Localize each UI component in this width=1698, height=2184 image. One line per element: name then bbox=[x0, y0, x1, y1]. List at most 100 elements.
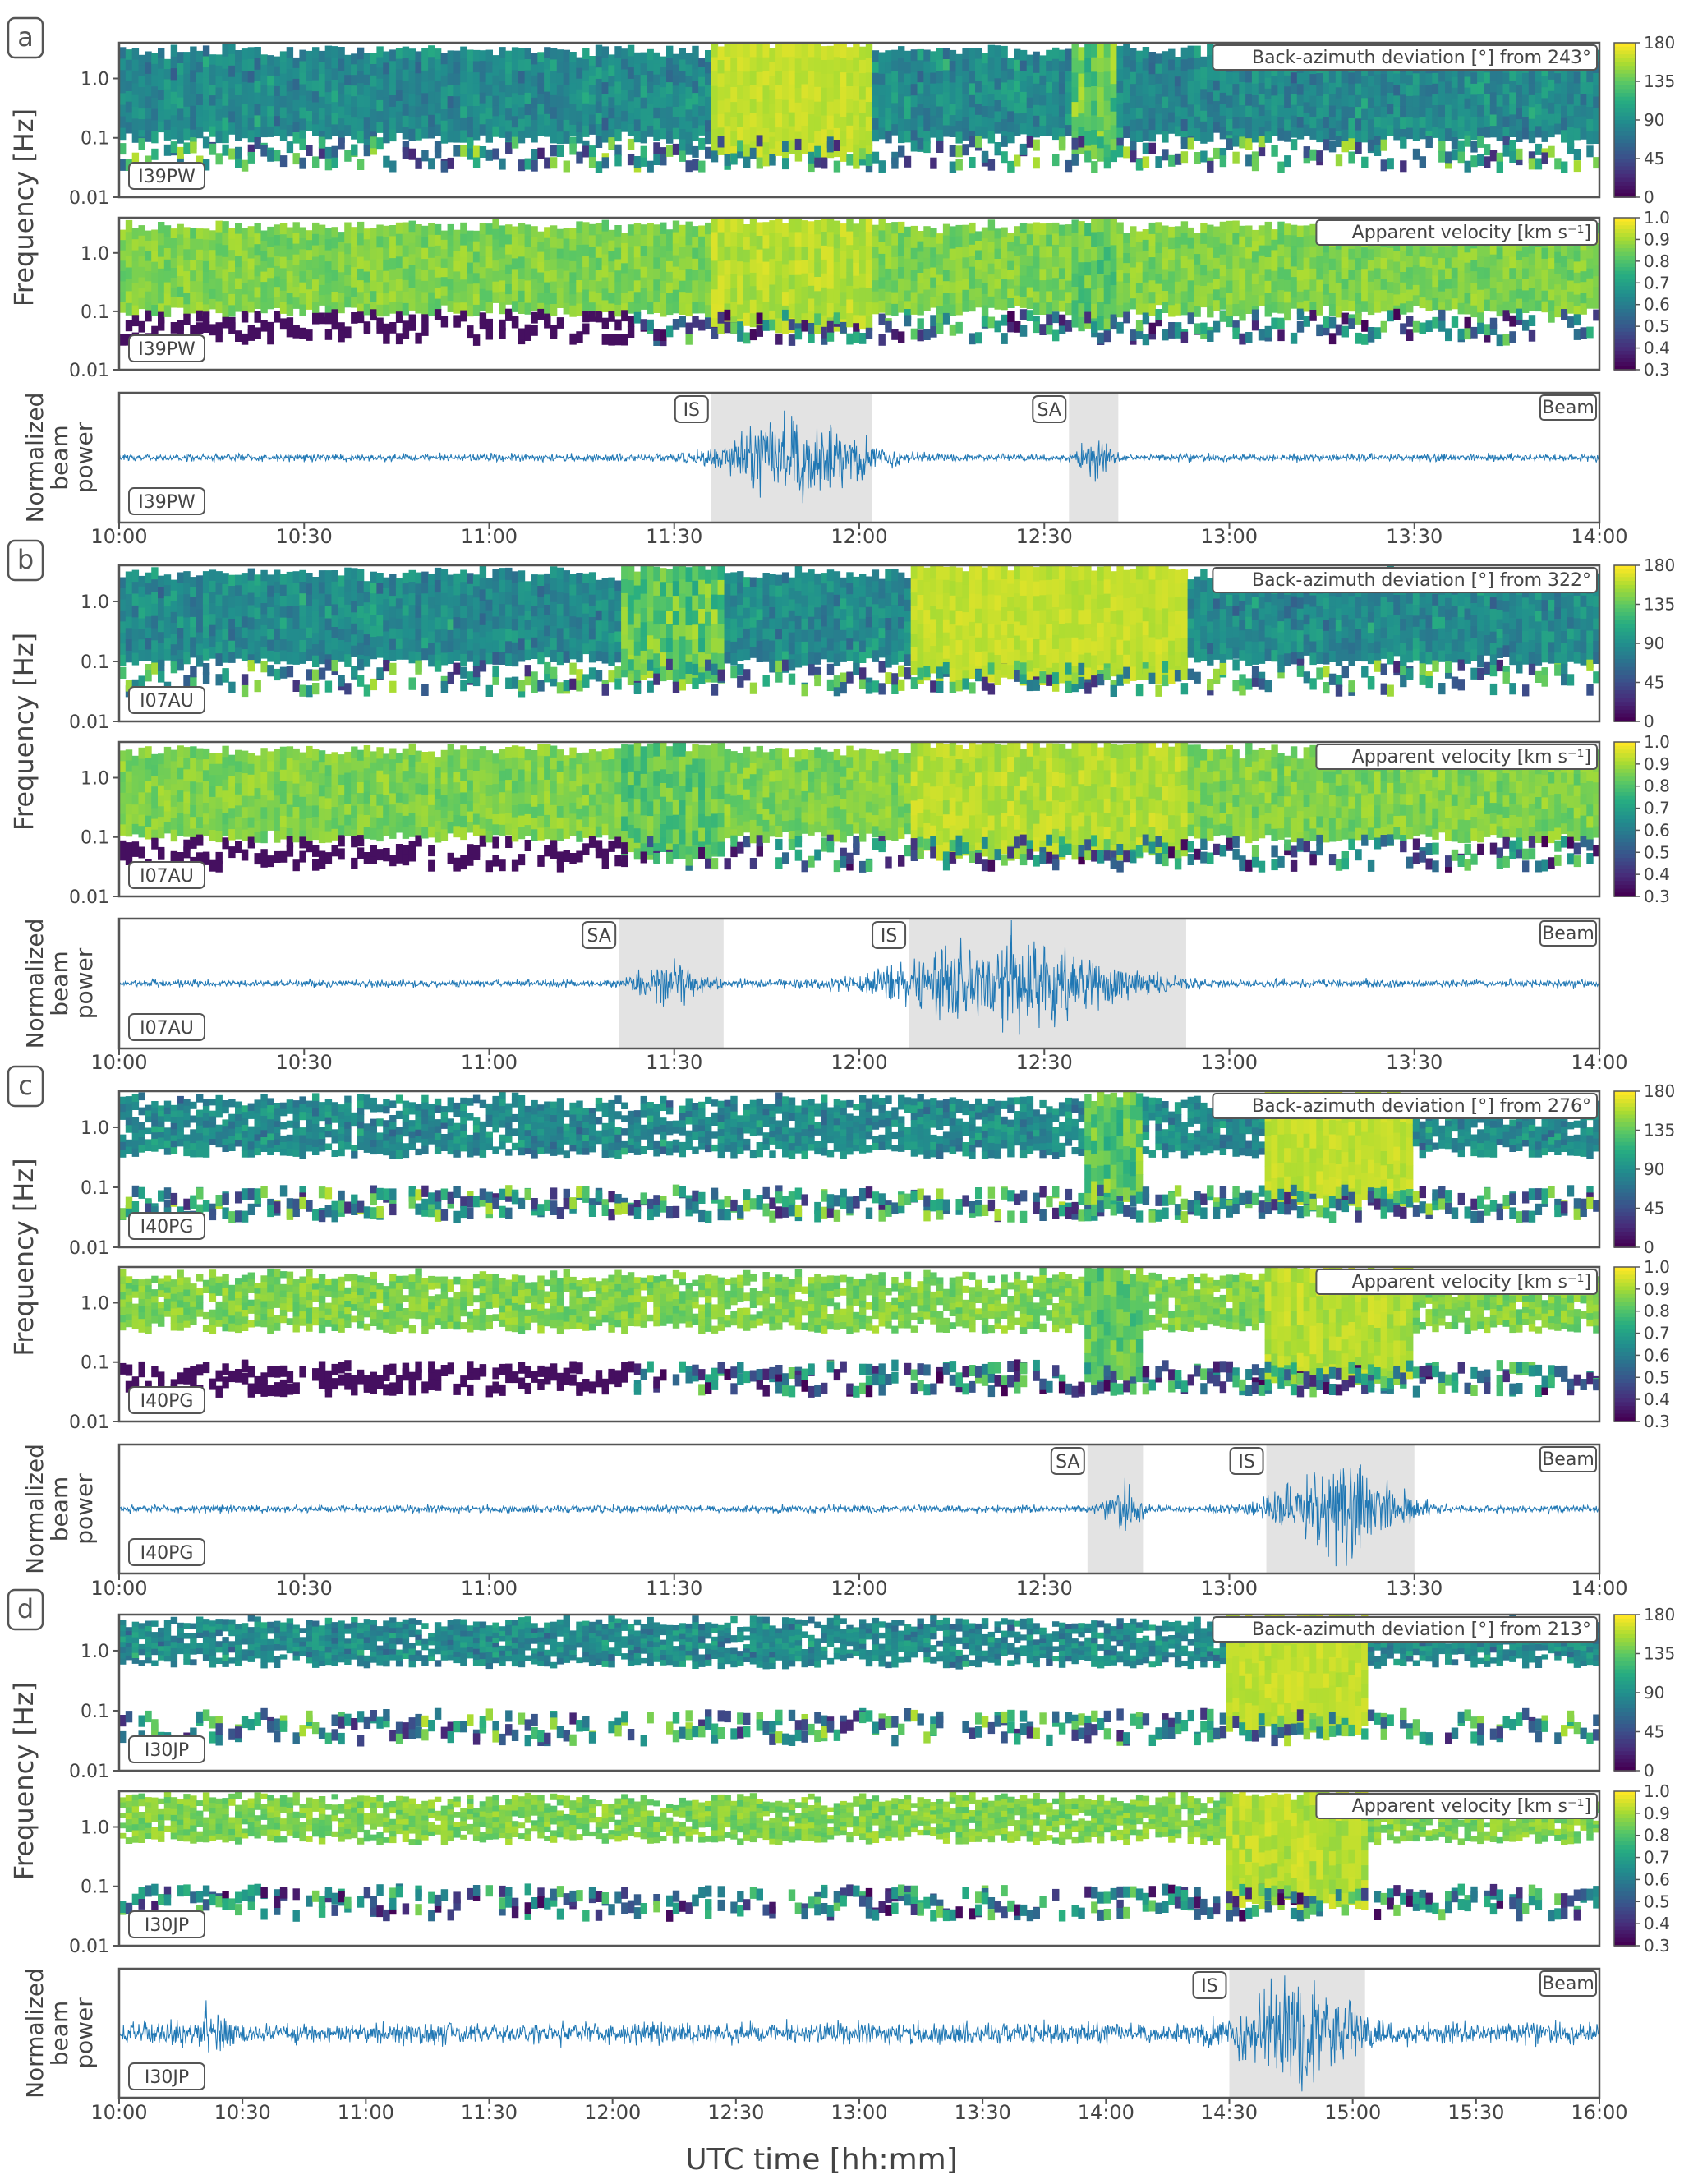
heatmap-cell bbox=[1502, 310, 1510, 322]
heatmap-cell bbox=[177, 52, 184, 64]
heatmap-cell bbox=[1489, 265, 1498, 278]
heatmap-cell bbox=[1078, 234, 1085, 250]
heatmap-cell bbox=[1213, 247, 1221, 259]
x-tick-label: 10:00 bbox=[90, 525, 147, 548]
heatmap-cell bbox=[994, 67, 1001, 79]
heatmap-cell bbox=[627, 326, 635, 338]
heatmap-cell bbox=[402, 291, 410, 304]
heatmap-cell bbox=[627, 67, 635, 80]
heatmap-cell bbox=[209, 298, 217, 310]
heatmap-cell bbox=[485, 107, 493, 120]
heatmap-cell bbox=[389, 247, 397, 259]
heatmap-cell bbox=[1277, 105, 1285, 117]
heatmap-cell bbox=[1425, 73, 1433, 85]
heatmap-cell bbox=[859, 154, 867, 166]
heatmap-cell bbox=[588, 223, 596, 236]
heatmap-cell bbox=[1522, 105, 1530, 117]
heatmap-cell bbox=[666, 118, 674, 131]
heatmap-cell bbox=[679, 94, 686, 107]
heatmap-cell bbox=[711, 43, 719, 58]
heatmap-cell bbox=[1580, 303, 1587, 315]
heatmap-cell bbox=[215, 674, 223, 686]
heatmap-cell bbox=[1046, 92, 1053, 104]
heatmap-cell bbox=[524, 280, 531, 293]
heatmap-cell bbox=[633, 223, 642, 235]
heatmap-cell bbox=[279, 574, 288, 586]
heatmap-cell bbox=[955, 247, 963, 260]
heatmap-cell bbox=[1065, 280, 1073, 293]
heatmap-cell bbox=[853, 237, 860, 251]
heatmap-cell bbox=[453, 240, 461, 251]
heatmap-cell bbox=[158, 659, 165, 671]
heatmap-cell bbox=[247, 580, 255, 594]
heatmap-cell bbox=[170, 44, 178, 58]
heatmap-cell bbox=[885, 108, 892, 121]
heatmap-cell bbox=[1213, 257, 1221, 270]
heatmap-cell bbox=[331, 660, 338, 672]
heatmap-cell bbox=[485, 223, 493, 236]
heatmap-cell bbox=[788, 334, 796, 346]
heatmap-cell bbox=[228, 148, 236, 160]
heatmap-cell bbox=[447, 289, 454, 302]
heatmap-cell bbox=[131, 59, 140, 72]
heatmap-cell bbox=[1033, 279, 1040, 293]
heatmap-cell bbox=[647, 257, 654, 270]
heatmap-cell bbox=[614, 259, 622, 271]
heatmap-cell bbox=[647, 223, 654, 236]
heatmap-cell bbox=[351, 267, 358, 278]
heatmap-cell bbox=[705, 246, 712, 259]
heatmap-cell bbox=[312, 611, 320, 623]
heatmap-cell bbox=[306, 279, 313, 290]
heatmap-cell bbox=[1207, 270, 1214, 283]
heatmap-cell bbox=[904, 226, 912, 238]
heatmap-cell bbox=[685, 292, 693, 305]
heatmap-cell bbox=[1142, 260, 1150, 273]
heatmap-cell bbox=[1328, 82, 1337, 95]
heatmap-cell bbox=[267, 126, 274, 137]
heatmap-cell bbox=[1026, 65, 1034, 77]
heatmap-cell bbox=[633, 311, 642, 324]
heatmap-cell bbox=[550, 247, 558, 260]
heatmap-cell bbox=[1264, 304, 1272, 317]
heatmap-cell bbox=[872, 84, 880, 96]
heatmap-cell bbox=[1380, 268, 1387, 280]
heatmap-cell bbox=[660, 246, 667, 259]
heatmap-cell bbox=[158, 58, 165, 70]
heatmap-cell bbox=[846, 333, 854, 345]
heatmap-cell bbox=[1528, 329, 1536, 342]
heatmap-cell bbox=[756, 222, 763, 237]
heatmap-cell bbox=[1245, 280, 1253, 293]
heatmap-cell bbox=[1245, 302, 1253, 314]
heatmap-cell bbox=[756, 86, 763, 103]
heatmap-cell bbox=[1078, 316, 1085, 332]
heatmap-cell bbox=[679, 82, 686, 95]
heatmap-cell bbox=[955, 65, 963, 77]
heatmap-cell bbox=[1245, 225, 1253, 237]
heatmap-cell bbox=[1219, 254, 1227, 266]
heatmap-cell bbox=[975, 231, 982, 242]
heatmap-cell bbox=[872, 107, 880, 119]
heatmap-cell bbox=[1180, 291, 1189, 304]
heatmap-cell bbox=[942, 114, 950, 127]
heatmap-cell bbox=[190, 647, 197, 658]
signal-label-text: SA bbox=[1038, 400, 1061, 421]
heatmap-cell bbox=[608, 303, 615, 315]
heatmap-cell bbox=[846, 285, 854, 301]
heatmap-cell bbox=[969, 266, 976, 279]
heatmap-cell bbox=[1026, 234, 1034, 246]
heatmap-cell bbox=[1464, 273, 1471, 284]
heatmap-cell bbox=[633, 63, 642, 76]
heatmap-cell bbox=[826, 218, 835, 233]
heatmap-cell bbox=[1001, 58, 1008, 71]
heatmap-cell bbox=[485, 279, 493, 292]
heatmap-cell bbox=[692, 145, 699, 158]
heatmap-cell bbox=[582, 233, 590, 246]
heatmap-cell bbox=[1522, 127, 1530, 140]
heatmap-cell bbox=[1194, 81, 1201, 94]
heatmap-cell bbox=[1303, 289, 1310, 302]
heatmap-cell bbox=[1348, 129, 1355, 142]
heatmap-cell bbox=[183, 249, 191, 261]
heatmap-cell bbox=[808, 298, 815, 312]
heatmap-cell bbox=[170, 104, 178, 116]
heatmap-cell bbox=[1573, 160, 1581, 173]
